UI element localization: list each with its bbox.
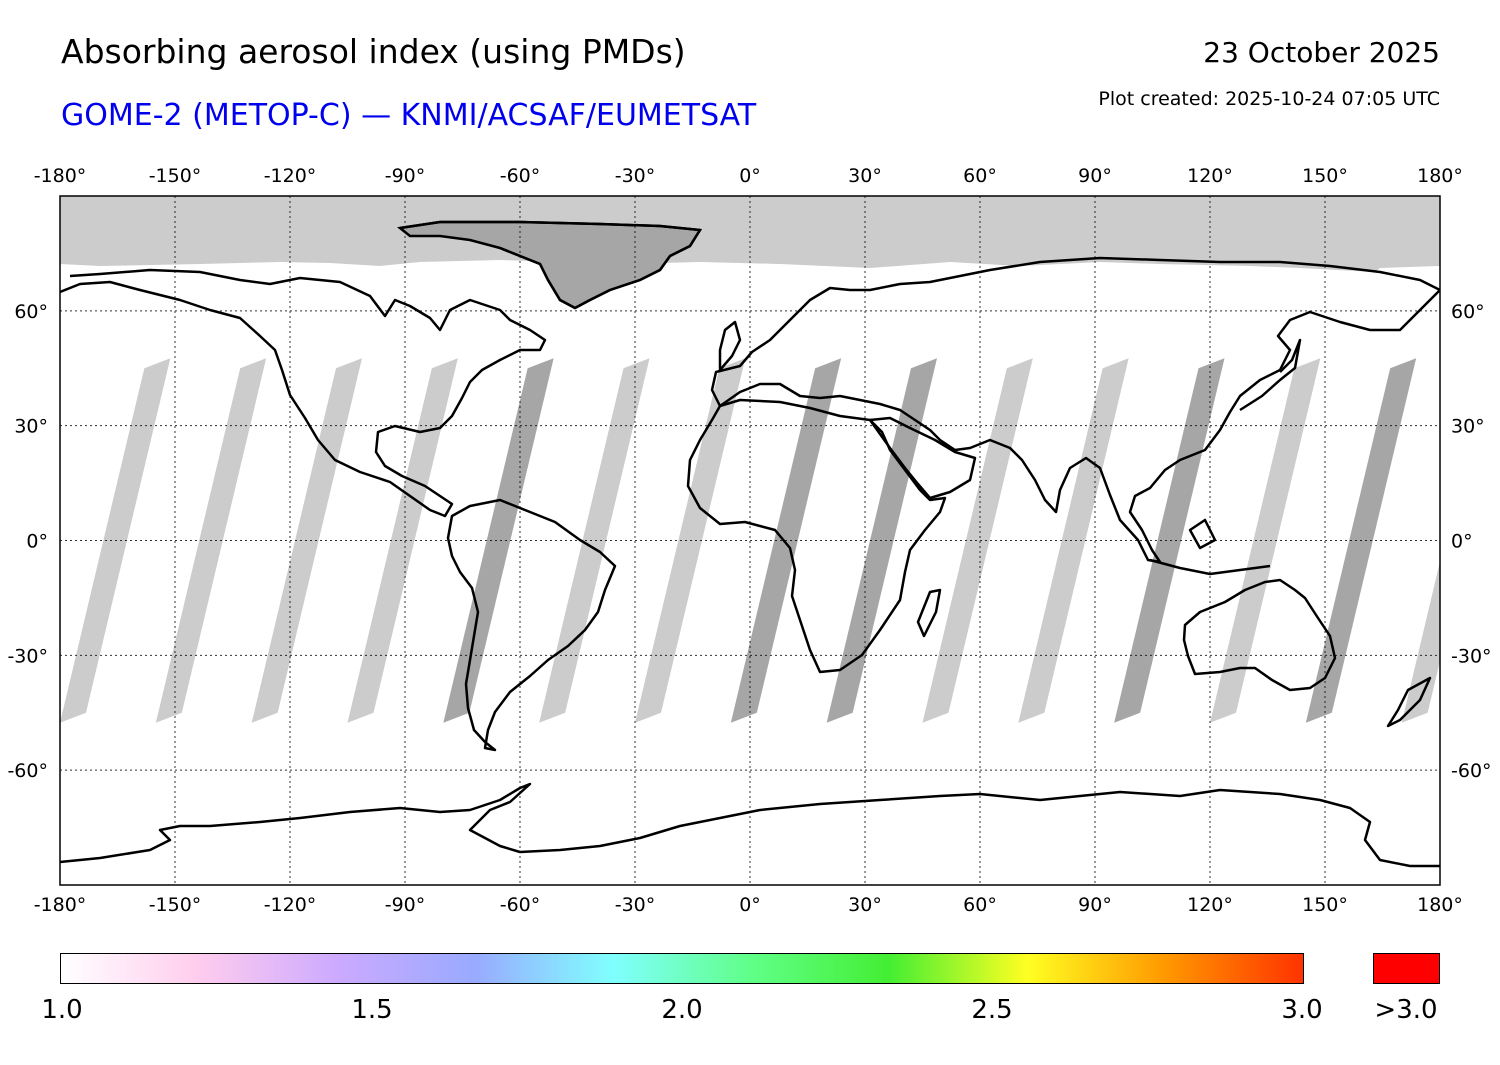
colorbar-label-1: 1.0 bbox=[41, 995, 83, 1025]
lat-tick-right: -60° bbox=[1451, 760, 1492, 782]
lon-tick-top: -150° bbox=[149, 165, 202, 187]
coast-greenland bbox=[399, 220, 702, 310]
map-frame bbox=[59, 195, 1441, 886]
nodata-swath bbox=[347, 358, 458, 723]
lon-tick-top: 60° bbox=[963, 165, 997, 187]
lon-tick-bottom: -120° bbox=[264, 894, 317, 916]
lon-tick-top: -180° bbox=[34, 165, 87, 187]
nodata-swath bbox=[539, 358, 650, 723]
lat-tick-left: 60° bbox=[14, 301, 48, 323]
coast-arabia bbox=[868, 416, 977, 500]
lon-tick-top: -120° bbox=[264, 165, 317, 187]
lon-tick-bottom: -60° bbox=[500, 894, 541, 916]
coast-japan bbox=[1239, 338, 1302, 412]
axis-tick-labels: -180° -180° -150° -150° -120° -120° -90° -90° -6… bbox=[7, 165, 1491, 916]
colorbar-overflow-label: >3.0 bbox=[1374, 995, 1438, 1025]
lon-tick-top: 150° bbox=[1302, 165, 1348, 187]
colorbar-label-2: 1.5 bbox=[351, 995, 393, 1025]
lat-tick-right: 0° bbox=[1451, 531, 1473, 553]
coast-madagascar bbox=[916, 588, 942, 638]
coast-africa bbox=[686, 398, 947, 674]
graticule bbox=[60, 196, 1440, 885]
map-date: 23 October 2025 bbox=[1203, 36, 1440, 69]
lon-tick-top: 90° bbox=[1078, 165, 1112, 187]
coast-australia bbox=[1182, 578, 1337, 692]
colorbar-label-5: 3.0 bbox=[1281, 995, 1323, 1025]
nodata-swath bbox=[1018, 358, 1129, 723]
plot-created-timestamp: Plot created: 2025-10-24 07:05 UTC bbox=[1098, 88, 1440, 110]
lon-tick-bottom: -150° bbox=[149, 894, 202, 916]
lat-tick-left: 0° bbox=[26, 531, 48, 553]
lon-tick-bottom: 90° bbox=[1078, 894, 1112, 916]
lon-tick-top: 180° bbox=[1417, 165, 1463, 187]
colorbar-label-4: 2.5 bbox=[971, 995, 1013, 1025]
lon-tick-top: -90° bbox=[385, 165, 426, 187]
lon-tick-bottom: 180° bbox=[1417, 894, 1463, 916]
lon-tick-bottom: 30° bbox=[848, 894, 882, 916]
lon-tick-top: -60° bbox=[500, 165, 541, 187]
world-map: -180° -180° -150° -150° -120° -120° -90° -90° -6… bbox=[7, 165, 1491, 916]
lon-tick-bottom: 0° bbox=[739, 894, 761, 916]
lon-tick-bottom: -30° bbox=[615, 894, 656, 916]
coast-antarctica bbox=[60, 782, 1440, 868]
lat-tick-left: 30° bbox=[14, 416, 48, 438]
nodata-swath bbox=[1401, 561, 1440, 723]
lon-tick-top: 0° bbox=[739, 165, 761, 187]
lat-tick-left: -60° bbox=[7, 760, 48, 782]
lat-tick-left: -30° bbox=[7, 645, 48, 667]
lon-tick-bottom: 60° bbox=[963, 894, 997, 916]
colorbar-label-3: 2.0 bbox=[661, 995, 703, 1025]
colorbar-overflow-swatch bbox=[1373, 953, 1440, 984]
lat-tick-right: 30° bbox=[1451, 416, 1485, 438]
lat-tick-right: 60° bbox=[1451, 301, 1485, 323]
coast-eurasia bbox=[710, 256, 1440, 564]
coast-north-america bbox=[60, 268, 547, 518]
nodata-swath bbox=[1114, 358, 1225, 723]
coast-uk bbox=[718, 320, 742, 372]
lon-tick-bottom: -90° bbox=[385, 894, 426, 916]
lon-tick-bottom: 150° bbox=[1302, 894, 1348, 916]
nodata-swath bbox=[922, 358, 1033, 723]
lat-tick-right: -30° bbox=[1451, 645, 1492, 667]
lon-tick-top: 120° bbox=[1187, 165, 1233, 187]
lon-tick-bottom: -180° bbox=[34, 894, 87, 916]
coast-new-zealand bbox=[1386, 676, 1432, 728]
lon-tick-top: 30° bbox=[848, 165, 882, 187]
lon-tick-bottom: 120° bbox=[1187, 894, 1233, 916]
map-title: Absorbing aerosol index (using PMDs) bbox=[61, 32, 686, 71]
lon-tick-top: -30° bbox=[615, 165, 656, 187]
colorbar-gradient bbox=[60, 953, 1304, 984]
map-subtitle: GOME-2 (METOP-C) — KNMI/ACSAF/EUMETSAT bbox=[61, 98, 757, 133]
nodata-swath bbox=[443, 358, 554, 723]
